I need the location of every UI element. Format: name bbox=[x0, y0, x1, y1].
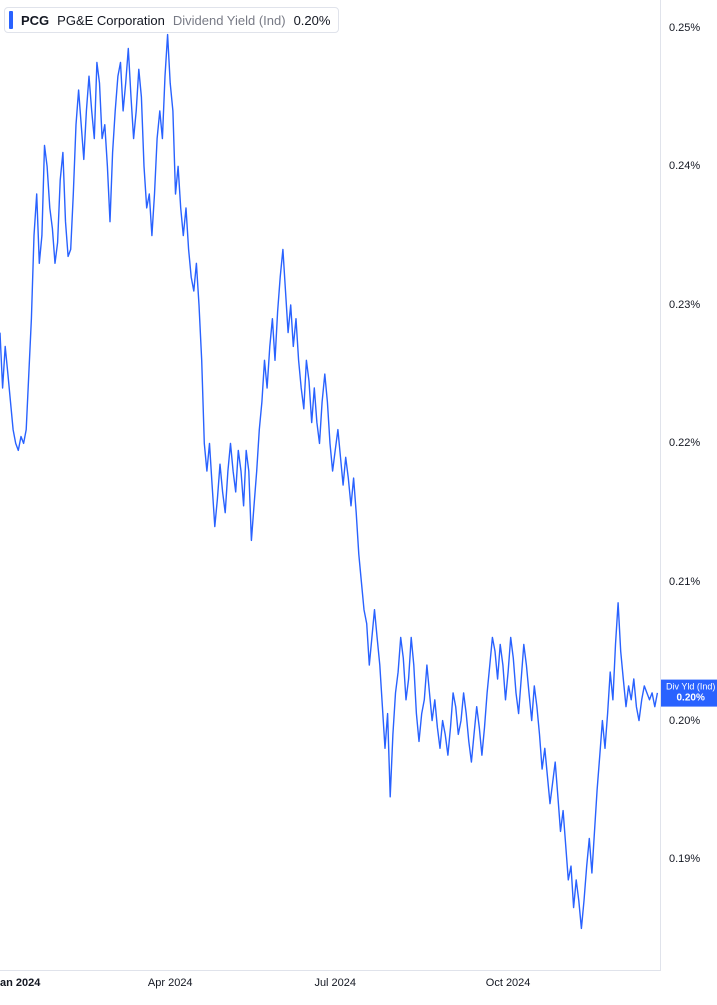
current-value-tag: Div Yld (Ind) 0.20% bbox=[661, 679, 717, 706]
legend-company: PG&E Corporation bbox=[57, 13, 165, 28]
current-value-tag-value: 0.20% bbox=[666, 692, 715, 704]
legend-value: 0.20% bbox=[294, 13, 331, 28]
chart-line-svg bbox=[0, 0, 660, 970]
x-tick-label: Jul 2024 bbox=[314, 977, 356, 989]
y-tick-label: 0.25% bbox=[669, 22, 700, 34]
x-tick-label: an 2024 bbox=[0, 977, 40, 989]
y-tick-label: 0.20% bbox=[669, 715, 700, 727]
x-tick-label: Apr 2024 bbox=[148, 977, 193, 989]
y-tick-label: 0.23% bbox=[669, 299, 700, 311]
y-tick-label: 0.21% bbox=[669, 576, 700, 588]
x-axis: an 2024 Apr 2024 Jul 2024 Oct 2024 bbox=[0, 971, 660, 1005]
y-tick-label: 0.22% bbox=[669, 437, 700, 449]
y-axis: 0.19% 0.20% 0.21% 0.22% 0.23% 0.24% 0.25% bbox=[661, 0, 717, 970]
current-value-tag-label: Div Yld (Ind) bbox=[666, 681, 715, 692]
y-tick-label: 0.24% bbox=[669, 160, 700, 172]
chart-plot-area[interactable] bbox=[0, 0, 661, 971]
y-tick-label: 0.19% bbox=[669, 853, 700, 865]
legend-color-bar bbox=[9, 11, 13, 29]
chart-legend[interactable]: PCG PG&E Corporation Dividend Yield (Ind… bbox=[4, 7, 339, 33]
x-tick-label: Oct 2024 bbox=[486, 977, 531, 989]
legend-ticker: PCG bbox=[21, 13, 49, 28]
legend-metric: Dividend Yield (Ind) bbox=[173, 13, 286, 28]
